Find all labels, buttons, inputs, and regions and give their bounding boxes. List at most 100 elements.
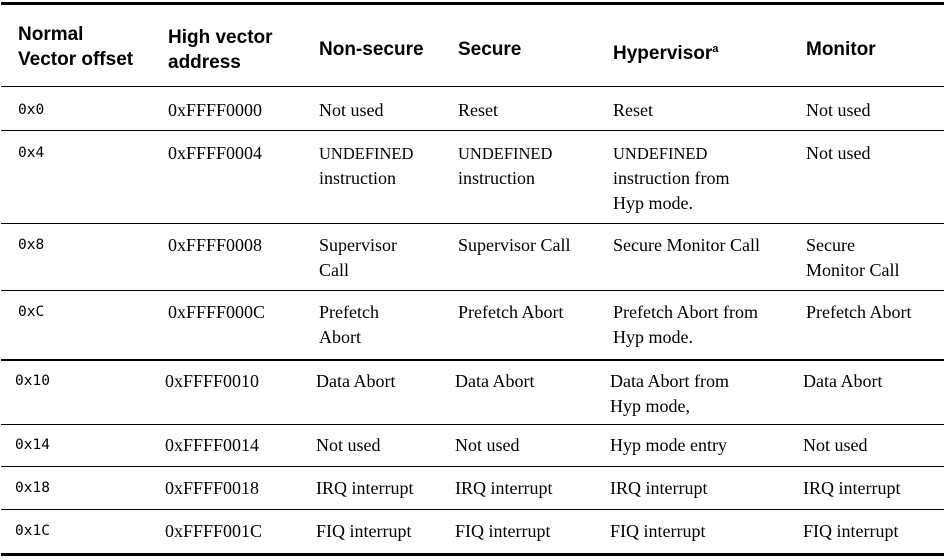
cell-line: instruction from — [613, 168, 730, 188]
cell-line: IRQ interrupt — [316, 478, 414, 498]
cell-line: 0xFFFF0008 — [168, 235, 263, 255]
footnote-marker: a — [712, 43, 719, 55]
cell-line: 0xFFFF001C — [165, 521, 263, 541]
cell-secure: Data Abort — [455, 369, 534, 394]
cell-line: Prefetch Abort from — [613, 302, 758, 322]
cell-line: 0xC — [18, 304, 45, 320]
cell-hypervisor: FIQ interrupt — [610, 519, 705, 544]
cell-non-secure: Supervisor Call — [319, 233, 397, 283]
cell-line: Data Abort from — [610, 371, 729, 391]
cell-non-secure: FIQ interrupt — [316, 519, 411, 544]
cell-monitor: Secure Monitor Call — [806, 233, 900, 283]
cell-line: UNDEFINED — [458, 144, 553, 163]
cell-high-vector-address: 0xFFFF0018 — [165, 476, 259, 501]
header-secure: Secure — [458, 39, 522, 60]
cell-monitor: IRQ interrupt — [803, 476, 900, 501]
cell-line: Data Abort — [316, 371, 396, 391]
cell-line: Supervisor Call — [458, 235, 571, 255]
header-line: Vector offset — [18, 49, 134, 70]
cell-secure: Reset — [458, 98, 498, 123]
cell-hypervisor: Data Abort from Hyp mode, — [610, 369, 729, 419]
header-non-secure: Non-secure — [319, 39, 424, 60]
table-row: 0x10 0xFFFF0010 Data Abort Data Abort Data A… — [1, 361, 944, 425]
header-high-vector-address: High vector address — [168, 25, 273, 75]
header-hypervisor-label: Hypervisor — [613, 43, 713, 64]
header-line: Normal — [18, 24, 84, 45]
cell-line: 0xFFFF0004 — [168, 143, 263, 163]
cell-hypervisor: Secure Monitor Call — [613, 233, 760, 258]
cell-monitor: Prefetch Abort — [806, 300, 911, 325]
cell-line: FIQ interrupt — [610, 521, 706, 541]
cell-line: 0x4 — [18, 145, 45, 161]
cell-line: 0x8 — [18, 237, 45, 253]
cell-line: 0xFFFF000C — [168, 302, 266, 322]
cell-line: Not used — [803, 435, 868, 455]
cell-line: 0x18 — [15, 480, 50, 496]
cell-line: Secure Monitor Call — [613, 235, 760, 255]
cell-non-secure: Not used — [319, 98, 384, 123]
cell-vector-offset: 0x1C — [15, 519, 50, 544]
cell-line: Hyp mode entry — [610, 435, 727, 455]
cell-secure: UNDEFINED instruction — [458, 141, 552, 191]
cell-line: 0xFFFF0000 — [168, 100, 263, 120]
cell-hypervisor: UNDEFINED instruction from Hyp mode. — [613, 141, 729, 216]
cell-vector-offset: 0x4 — [18, 141, 44, 166]
cell-high-vector-address: 0xFFFF000C — [168, 300, 265, 325]
cell-line: Prefetch Abort — [806, 302, 912, 322]
cell-line: 0xFFFF0014 — [165, 435, 260, 455]
cell-line: IRQ interrupt — [610, 478, 708, 498]
cell-secure: Not used — [455, 433, 520, 458]
cell-vector-offset: 0x0 — [18, 98, 44, 123]
header-monitor: Monitor — [806, 39, 876, 60]
cell-line: Monitor Call — [806, 260, 900, 280]
header-normal-vector-offset: Normal Vector offset — [18, 22, 133, 72]
cell-line: Prefetch — [319, 302, 379, 322]
cell-vector-offset: 0x18 — [15, 476, 50, 501]
cell-vector-offset: 0x14 — [15, 433, 50, 458]
cell-hypervisor: IRQ interrupt — [610, 476, 707, 501]
cell-non-secure: Prefetch Abort — [319, 300, 379, 350]
cell-non-secure: Not used — [316, 433, 381, 458]
cell-line: FIQ interrupt — [455, 521, 551, 541]
cell-line: Secure — [806, 235, 855, 255]
cell-high-vector-address: 0xFFFF0014 — [165, 433, 259, 458]
cell-line: Not used — [806, 100, 871, 120]
cell-high-vector-address: 0xFFFF001C — [165, 519, 262, 544]
cell-line: Reset — [458, 100, 498, 120]
table-row: 0x18 0xFFFF0018 IRQ interrupt IRQ interrupt… — [1, 467, 944, 510]
table-row: 0x1C 0xFFFF001C FIQ interrupt FIQ interrupt… — [1, 510, 944, 556]
table-row: 0x8 0xFFFF0008 Supervisor Call Supervisor Ca… — [1, 224, 944, 291]
table-row: 0xC 0xFFFF000C Prefetch Abort Prefetch Abort… — [1, 291, 944, 361]
cell-line: 0x0 — [18, 102, 45, 118]
cell-secure: Prefetch Abort — [458, 300, 563, 325]
cell-high-vector-address: 0xFFFF0000 — [168, 98, 262, 123]
cell-line: Prefetch Abort — [458, 302, 564, 322]
cell-high-vector-address: 0xFFFF0008 — [168, 233, 262, 258]
cell-high-vector-address: 0xFFFF0004 — [168, 141, 262, 166]
cell-line: 0x10 — [15, 373, 50, 389]
cell-secure: Supervisor Call — [458, 233, 571, 258]
cell-line: Hyp mode. — [613, 193, 693, 213]
cell-line: 0xFFFF0010 — [165, 371, 260, 391]
cell-vector-offset: 0xC — [18, 300, 44, 325]
cell-secure: IRQ interrupt — [455, 476, 552, 501]
cell-vector-offset: 0x8 — [18, 233, 44, 258]
cell-line: 0x1C — [15, 523, 50, 539]
table-row: 0x4 0xFFFF0004 UNDEFINED instruction UNDEFIN… — [1, 131, 944, 224]
cell-line: Abort — [319, 327, 361, 347]
table-row: 0x14 0xFFFF0014 Not used Not used Hyp mode e… — [1, 425, 944, 467]
cell-line: Supervisor — [319, 235, 397, 255]
cell-line: IRQ interrupt — [455, 478, 553, 498]
cell-line: instruction — [458, 168, 535, 188]
cell-line: FIQ interrupt — [803, 521, 899, 541]
cell-hypervisor: Hyp mode entry — [610, 433, 727, 458]
cell-line: 0x14 — [15, 437, 50, 453]
cell-line: FIQ interrupt — [316, 521, 412, 541]
cell-line: Reset — [613, 100, 653, 120]
cell-line: UNDEFINED — [319, 144, 414, 163]
cell-monitor: Data Abort — [803, 369, 882, 394]
cell-non-secure: Data Abort — [316, 369, 395, 394]
cell-monitor: Not used — [806, 141, 871, 166]
cell-secure: FIQ interrupt — [455, 519, 550, 544]
cell-hypervisor: Reset — [613, 98, 653, 123]
